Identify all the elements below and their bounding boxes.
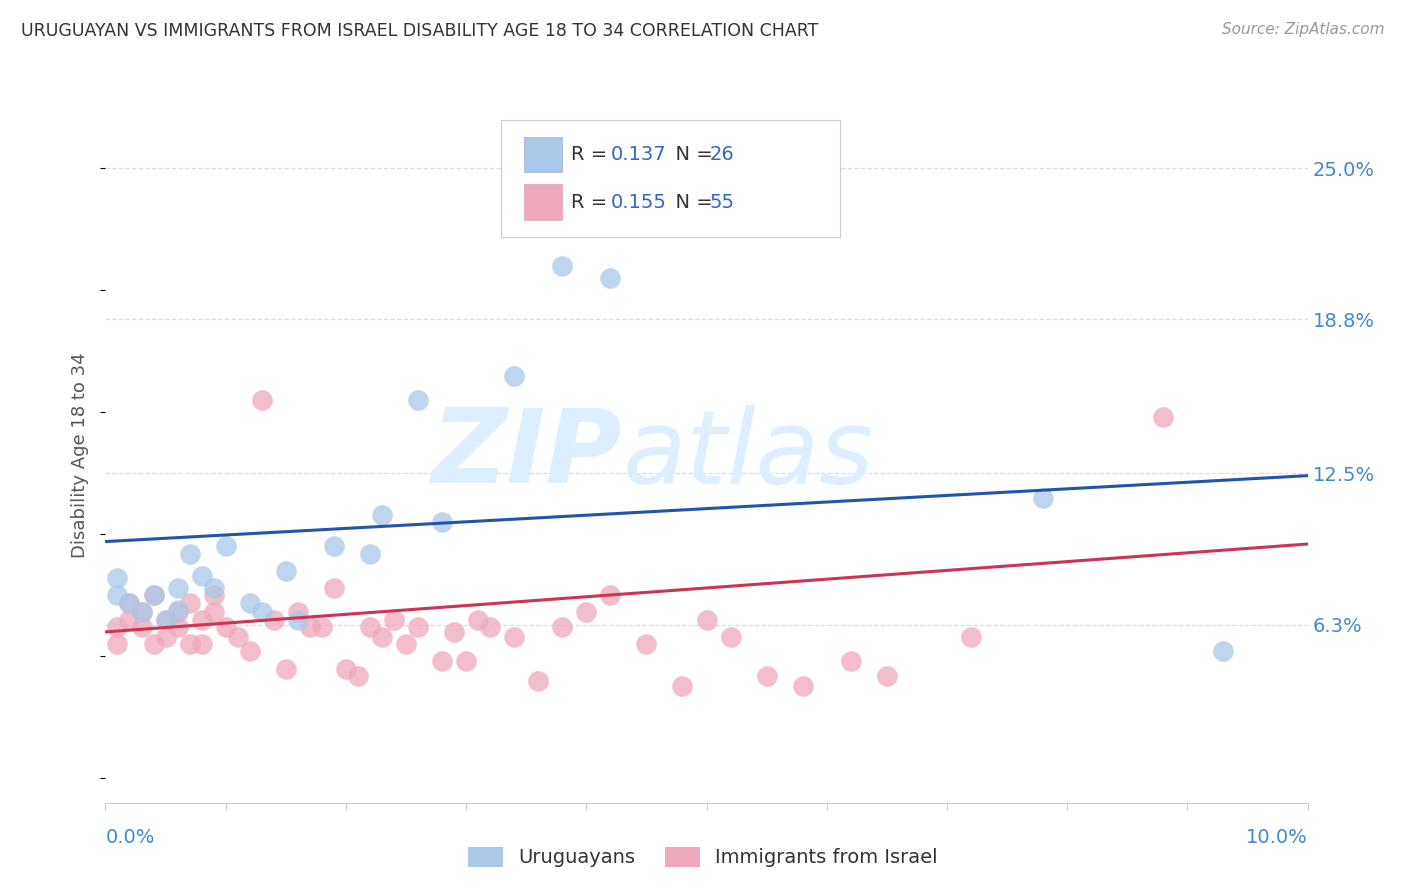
Point bbox=[792, 679, 814, 693]
Point bbox=[1212, 644, 1234, 658]
Point bbox=[214, 540, 236, 554]
Point bbox=[671, 679, 693, 693]
Point bbox=[1032, 491, 1054, 505]
Point bbox=[166, 606, 188, 620]
Point bbox=[118, 613, 141, 627]
Point bbox=[720, 630, 742, 644]
Text: 0.137: 0.137 bbox=[610, 145, 666, 164]
Point bbox=[287, 613, 309, 627]
Point bbox=[443, 624, 465, 639]
Point bbox=[371, 508, 394, 522]
Point bbox=[406, 620, 429, 634]
Point bbox=[322, 581, 344, 595]
Text: N =: N = bbox=[662, 193, 718, 211]
Point bbox=[107, 637, 129, 651]
Point bbox=[479, 620, 502, 634]
Text: 26: 26 bbox=[709, 145, 734, 164]
Text: 55: 55 bbox=[709, 193, 734, 211]
Point bbox=[551, 259, 574, 273]
Point bbox=[274, 661, 297, 675]
Point bbox=[636, 637, 658, 651]
Point bbox=[142, 637, 165, 651]
Point bbox=[190, 613, 212, 627]
Point bbox=[430, 654, 453, 668]
Legend: Uruguayans, Immigrants from Israel: Uruguayans, Immigrants from Israel bbox=[460, 839, 946, 875]
Point bbox=[876, 669, 898, 683]
Point bbox=[202, 588, 225, 602]
Point bbox=[166, 603, 188, 617]
Point bbox=[190, 568, 212, 582]
Point bbox=[551, 620, 574, 634]
Point bbox=[298, 620, 321, 634]
Text: atlas: atlas bbox=[623, 405, 875, 505]
Point bbox=[696, 613, 718, 627]
Point bbox=[239, 596, 262, 610]
Point bbox=[382, 613, 405, 627]
Point bbox=[250, 392, 273, 407]
Point bbox=[503, 368, 526, 383]
Text: 0.155: 0.155 bbox=[610, 193, 666, 211]
Point bbox=[190, 637, 212, 651]
Point bbox=[575, 606, 598, 620]
Point bbox=[287, 606, 309, 620]
Text: 10.0%: 10.0% bbox=[1246, 828, 1308, 847]
Point bbox=[118, 596, 141, 610]
Point bbox=[239, 644, 262, 658]
Point bbox=[503, 630, 526, 644]
Point bbox=[107, 571, 129, 585]
Point bbox=[395, 637, 418, 651]
Text: N =: N = bbox=[662, 145, 718, 164]
Point bbox=[131, 606, 153, 620]
Point bbox=[467, 613, 489, 627]
Point bbox=[214, 620, 236, 634]
Point bbox=[359, 547, 381, 561]
Point bbox=[107, 588, 129, 602]
Point bbox=[454, 654, 477, 668]
Point bbox=[226, 630, 249, 644]
Point bbox=[142, 588, 165, 602]
Point bbox=[274, 564, 297, 578]
Point bbox=[107, 620, 129, 634]
Point bbox=[430, 515, 453, 529]
Text: Source: ZipAtlas.com: Source: ZipAtlas.com bbox=[1222, 22, 1385, 37]
Point bbox=[155, 613, 177, 627]
Point bbox=[347, 669, 370, 683]
Point bbox=[322, 540, 344, 554]
Point bbox=[142, 588, 165, 602]
Y-axis label: Disability Age 18 to 34: Disability Age 18 to 34 bbox=[72, 352, 90, 558]
Point bbox=[527, 673, 550, 688]
Point bbox=[166, 620, 188, 634]
Text: R =: R = bbox=[571, 193, 614, 211]
Point bbox=[179, 596, 201, 610]
Point bbox=[599, 271, 621, 285]
Point bbox=[166, 581, 188, 595]
Text: 0.0%: 0.0% bbox=[105, 828, 155, 847]
Point bbox=[839, 654, 862, 668]
Point bbox=[202, 581, 225, 595]
Point bbox=[406, 392, 429, 407]
Point bbox=[131, 620, 153, 634]
Point bbox=[202, 606, 225, 620]
Point bbox=[359, 620, 381, 634]
Point bbox=[335, 661, 357, 675]
Point bbox=[250, 606, 273, 620]
Text: URUGUAYAN VS IMMIGRANTS FROM ISRAEL DISABILITY AGE 18 TO 34 CORRELATION CHART: URUGUAYAN VS IMMIGRANTS FROM ISRAEL DISA… bbox=[21, 22, 818, 40]
Text: ZIP: ZIP bbox=[432, 404, 623, 506]
Point bbox=[960, 630, 983, 644]
Point bbox=[155, 613, 177, 627]
Point bbox=[311, 620, 333, 634]
Point bbox=[131, 606, 153, 620]
Point bbox=[1152, 410, 1174, 425]
Text: R =: R = bbox=[571, 145, 614, 164]
Point bbox=[179, 637, 201, 651]
Point bbox=[118, 596, 141, 610]
Point bbox=[599, 588, 621, 602]
Point bbox=[179, 547, 201, 561]
Point bbox=[755, 669, 778, 683]
Point bbox=[155, 630, 177, 644]
Point bbox=[263, 613, 285, 627]
Point bbox=[371, 630, 394, 644]
